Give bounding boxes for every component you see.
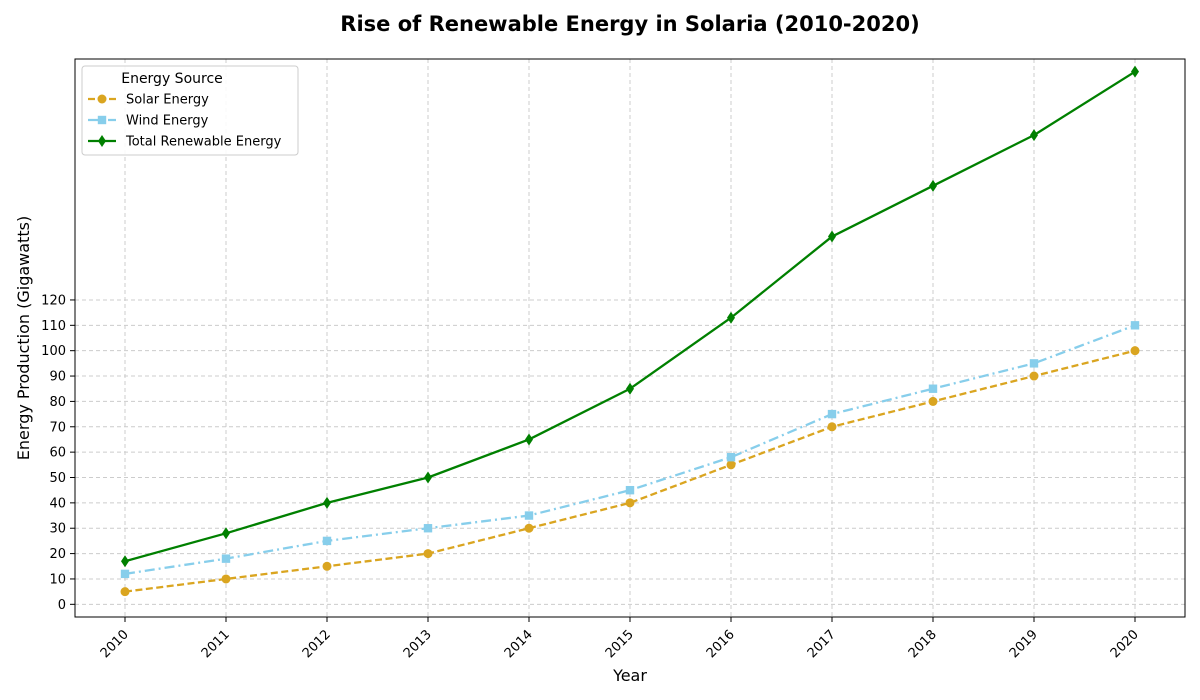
series-wind-energy: [120, 321, 1140, 579]
y-tick-label: 100: [41, 344, 66, 359]
y-axis-label: Energy Production (Gigawatts): [14, 216, 33, 460]
legend-title: Energy Source: [121, 71, 223, 87]
y-tick-label: 0: [58, 598, 66, 613]
x-tick-label: 2012: [300, 627, 334, 661]
x-tick-label: 2017: [805, 627, 839, 661]
data-point: [626, 382, 634, 395]
data-point: [120, 587, 130, 597]
x-axis: 2010 2011 2012 2013 2014 2015 2016 2017 2018 2019…: [98, 617, 1142, 661]
data-point: [929, 179, 937, 192]
data-point: [726, 453, 736, 462]
legend: Energy Source Solar Energy Wind Energy Tota…: [81, 65, 299, 156]
x-axis-label: Year: [612, 666, 647, 685]
legend-marker: [97, 94, 107, 104]
series-line: [124, 349, 1136, 593]
grid: [75, 59, 1185, 617]
x-tick-label: 2018: [906, 627, 940, 661]
data-point: [625, 498, 635, 508]
series-solar-energy: [120, 346, 1140, 597]
y-tick-label: 10: [49, 572, 66, 587]
data-point: [625, 485, 635, 495]
data-point: [525, 433, 533, 446]
data-point: [323, 496, 331, 509]
legend-item: Solar Energy: [88, 93, 209, 108]
data-point: [827, 422, 837, 432]
data-point: [1029, 371, 1039, 381]
data-point: [423, 549, 433, 559]
x-tick-label: 2016: [704, 627, 738, 661]
y-tick-label: 80: [49, 395, 66, 410]
legend-label: Wind Energy: [126, 114, 209, 129]
data-point: [928, 396, 938, 406]
legend-label: Total Renewable Energy: [125, 135, 282, 150]
y-tick-label: 70: [49, 420, 66, 435]
legend-marker: [98, 135, 106, 147]
y-tick-label: 120: [41, 293, 66, 308]
data-point: [1030, 129, 1038, 142]
data-point: [828, 230, 836, 243]
data-point: [221, 574, 231, 584]
x-tick-label: 2015: [603, 627, 637, 661]
data-point: [121, 555, 129, 568]
data-point: [322, 561, 332, 571]
y-tick-label: 30: [49, 522, 66, 537]
data-point: [1131, 65, 1139, 78]
y-tick-label: 90: [49, 370, 66, 385]
data-point: [524, 511, 534, 520]
data-point: [424, 471, 432, 484]
data-point: [423, 524, 433, 533]
data-point: [1130, 321, 1140, 330]
legend-box: [81, 65, 299, 156]
data-point: [1130, 346, 1140, 356]
data-point: [827, 409, 837, 419]
x-tick-label: 2013: [401, 627, 435, 661]
y-tick-label: 110: [41, 319, 66, 334]
y-axis: 0 10 20 30 40 50 60 70 80 90 100 110 120: [41, 293, 75, 613]
data-point: [726, 460, 736, 470]
y-tick-label: 60: [49, 446, 66, 461]
data-point: [221, 554, 231, 563]
series-total-renewable-energy: [121, 65, 1139, 568]
series-line: [124, 324, 1136, 576]
legend-label: Solar Energy: [126, 93, 209, 108]
legend-item: Wind Energy: [88, 114, 209, 129]
chart-title: Rise of Renewable Energy in Solaria (201…: [340, 12, 919, 36]
legend-item: Total Renewable Energy: [88, 135, 282, 150]
x-tick-label: 2011: [199, 627, 233, 661]
y-tick-label: 50: [49, 471, 66, 486]
y-tick-label: 20: [49, 547, 66, 562]
legend-marker: [97, 115, 107, 125]
data-point: [928, 384, 938, 393]
x-tick-label: 2014: [502, 627, 536, 661]
data-point: [1029, 359, 1039, 368]
y-tick-label: 40: [49, 496, 66, 511]
data-point: [222, 527, 230, 540]
series-layer: [120, 65, 1140, 597]
data-point: [120, 569, 130, 579]
x-tick-label: 2019: [1007, 627, 1041, 661]
data-point: [322, 536, 332, 546]
x-tick-label: 2010: [98, 627, 132, 661]
data-point: [727, 311, 735, 324]
x-tick-label: 2020: [1108, 627, 1142, 661]
data-point: [524, 523, 534, 533]
